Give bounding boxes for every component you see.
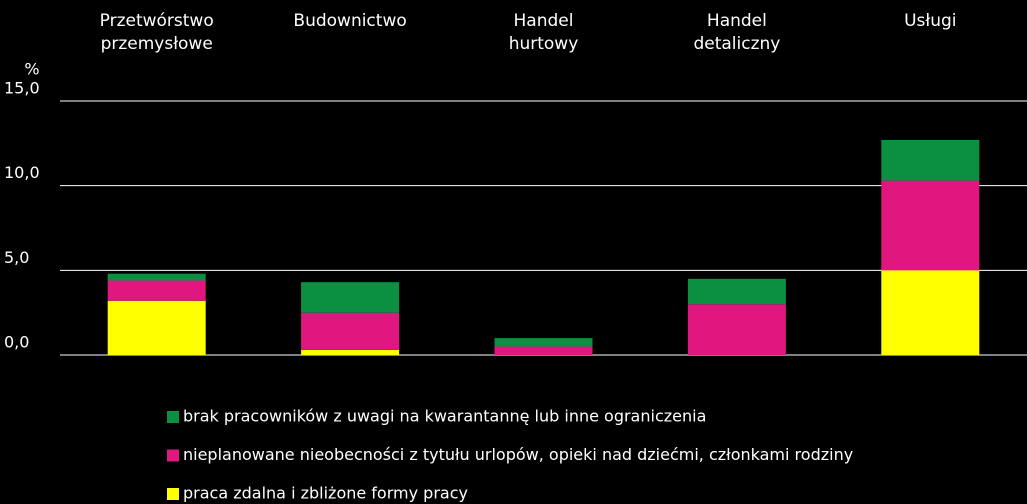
bar-segment	[301, 312, 400, 350]
bar-segment	[881, 139, 980, 181]
y-tick-label: 0,0	[4, 333, 29, 352]
x-tick-label: Handel detaliczny	[693, 11, 781, 54]
x-tick-label: Budownictwo	[293, 11, 407, 31]
legend-swatch	[167, 411, 179, 423]
bar-segment	[107, 273, 206, 281]
bar-segment	[301, 282, 400, 313]
x-tick-label: Przetwórstwo przemysłowe	[99, 11, 214, 54]
bar-segment	[494, 338, 593, 347]
bar-segment	[881, 180, 980, 271]
bar-segment	[687, 278, 786, 305]
bar-segment	[881, 270, 980, 355]
x-tick-label: Handel hurtowy	[508, 11, 579, 54]
bar-segment	[107, 280, 206, 301]
bar-segment	[301, 349, 400, 355]
y-tick-label: 5,0	[4, 248, 29, 267]
legend-swatch	[167, 449, 179, 462]
bar-segment	[494, 346, 593, 355]
bar-segment	[107, 300, 206, 355]
bar-segment	[687, 304, 786, 355]
y-tick-label: 10,0	[4, 163, 40, 182]
y-axis-label: %	[24, 60, 39, 79]
legend-swatch	[167, 488, 179, 500]
legend-label: praca zdalna i zbliżone formy pracy	[183, 484, 468, 503]
legend-label: nieplanowane nieobecności z tytułu urlop…	[183, 445, 853, 464]
y-tick-label: 15,0	[4, 79, 40, 98]
legend-label: brak pracowników z uwagi na kwarantannę …	[183, 407, 706, 426]
x-tick-label: Usługi	[904, 11, 957, 31]
